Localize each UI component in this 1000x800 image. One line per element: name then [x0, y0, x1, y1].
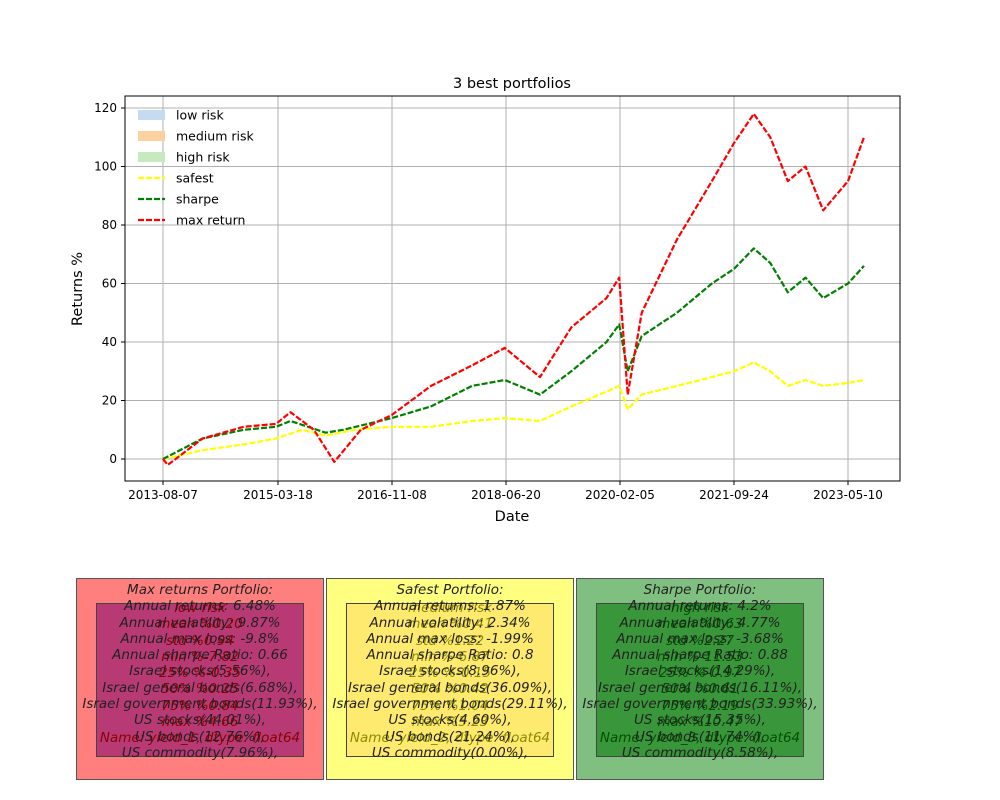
legend-label: max return [176, 213, 245, 228]
series-line-sharpe [162, 247, 865, 460]
legend-label: high risk [176, 150, 230, 165]
allocation-line: US bonds(21.24%), [384, 728, 516, 745]
risk-stat-line: min %-11.53 [656, 648, 744, 665]
panel-title: Safest Portfolio: [396, 582, 504, 598]
allocation-line: Israel government bonds(29.11%), [332, 696, 568, 713]
risk-stat-line: Name: yield_2, dtype: float64 [349, 730, 551, 747]
allocation-line: Israel general bonds(36.09%), [347, 679, 553, 696]
risk-stat-line: 25% %-0.35 [158, 665, 242, 682]
portfolio-stat: Annual max loss: -1.99% [366, 630, 534, 647]
risk-stat-line: min %-6.87 [411, 648, 489, 665]
allocation-line: Israel general bonds(16.11%), [597, 679, 803, 696]
x-tick-label: 2016-11-08 [357, 488, 427, 502]
allocation-line: US stocks(44.01%), [134, 712, 266, 729]
x-tick-label: 2020-02-05 [585, 488, 655, 502]
legend-swatch [138, 131, 165, 141]
legend-swatch [138, 152, 165, 162]
allocation-line: Israel stocks(5.56%), [129, 663, 271, 680]
risk-stat-line: 25% %-0.15 [408, 665, 492, 682]
portfolio-stat: Annual sharpe Ratio: 0.88 [612, 647, 788, 664]
y-tick-label: 0 [109, 452, 117, 466]
risk-stat-line: 50% %0.42 [411, 681, 489, 698]
risk-stat-line: Name: yield_3, dtype: float64 [599, 730, 801, 747]
allocation-line: Israel government bonds(11.93%), [82, 696, 318, 713]
risk-stat-line: 75% %1.04 [411, 697, 489, 714]
allocation-line: US stocks(4.60%), [388, 712, 512, 729]
risk-stat-line: 75% %2.19 [661, 697, 739, 714]
y-tick-label: 100 [94, 160, 117, 174]
risk-stat-line: mean %0.41 [407, 616, 493, 633]
risk-stat-line: std %2.27 [665, 632, 735, 649]
risk-stat-line: high risk [671, 600, 729, 616]
portfolio-panel: high risk mean %0.63 std %2.27 min %-11.53 2… [576, 578, 824, 780]
returns-chart: 3 best portfolios Date Returns % 2013-08… [70, 76, 901, 525]
legend-label: medium risk [176, 129, 254, 144]
chart-title: 3 best portfolios [453, 76, 571, 92]
risk-stat-line: low risk [174, 600, 226, 616]
risk-stat-line: 75% %0.84 [161, 697, 239, 714]
allocation-line: US commodity(0.00%), [371, 744, 529, 761]
allocation-line: Israel stocks(14.29%), [624, 663, 776, 680]
risk-stat-line: 50% %0.61 [661, 681, 739, 698]
allocation-line: Israel stocks(8.96%), [379, 663, 521, 680]
allocation-line: Israel general bonds(6.68%), [102, 679, 298, 696]
portfolio-stat: Annual returns: 1.87% [374, 598, 526, 615]
x-tick-label: 2018-06-20 [471, 488, 541, 502]
series-line-max-return [162, 112, 866, 466]
portfolio-stat: Annual volatility: 2.34% [369, 614, 531, 631]
series-line-safest [162, 361, 865, 461]
risk-stats-box [596, 603, 804, 757]
risk-stat-line: 25% %-0.97 [658, 665, 742, 682]
y-axis-label: Returns % [70, 252, 86, 326]
risk-stat-line: max %10.47 [657, 714, 743, 731]
y-tick-label: 20 [102, 394, 117, 408]
legend-label: safest [176, 171, 214, 186]
risk-stat-line: max %5.23 [411, 714, 489, 731]
portfolio-stat: Annual volatility: 9.87% [119, 614, 281, 631]
portfolio-stat: Annual sharpe Ratio: 0.8 [366, 647, 534, 664]
legend-label: sharpe [176, 192, 219, 207]
risk-stat-line: max %4.66 [161, 714, 239, 731]
plot-frame [124, 95, 901, 482]
allocation-line: Israel government bonds(33.93%), [582, 696, 818, 713]
panel-title: Max returns Portfolio: [127, 582, 273, 598]
portfolio-stat: Annual max loss: -9.8% [120, 630, 280, 647]
x-tick-label: 2023-05-10 [813, 488, 883, 502]
x-tick-label: 2013-08-07 [128, 488, 198, 502]
portfolio-stat: Annual volatility: 4.77% [619, 614, 781, 631]
risk-stat-line: min %-7.82 [161, 648, 239, 665]
y-tick-label: 40 [102, 335, 117, 349]
risk-stat-line: 50% %0.25 [161, 681, 239, 698]
legend-label: low risk [176, 108, 224, 123]
x-axis-label: Date [495, 509, 530, 525]
allocation-line: US commodity(7.96%), [121, 744, 279, 761]
portfolio-stat: Annual max loss: -3.68% [616, 630, 784, 647]
risk-stats-box [346, 603, 554, 757]
y-tick-label: 80 [102, 218, 117, 232]
panel-title: Sharpe Portfolio: [643, 582, 757, 598]
portfolio-stat: Annual returns: 4.2% [628, 598, 772, 615]
risk-stat-line: Name: yield_1, dtype: float64 [99, 730, 301, 747]
portfolio-panel: medium risk mean %0.41 std %1.22 min %-6.87… [326, 578, 574, 780]
risk-stat-line: std %1.22 [415, 632, 485, 649]
portfolio-panel: low risk mean %0.20 std %0.94 min %-7.82 25%… [76, 578, 324, 780]
allocation-line: US commodity(8.58%), [621, 744, 779, 761]
risk-stat-line: mean %0.20 [157, 616, 243, 633]
allocation-line: US bonds(11.74%), [634, 728, 766, 745]
allocation-line: US stocks(15.35%), [634, 712, 766, 729]
risk-stat-line: mean %0.63 [657, 616, 743, 633]
portfolio-stat: Annual returns: 6.48% [124, 598, 276, 615]
y-tick-label: 60 [102, 277, 117, 291]
y-tick-label: 120 [94, 101, 117, 115]
x-tick-label: 2021-09-24 [699, 488, 769, 502]
allocation-line: US bonds(12.76%), [134, 728, 266, 745]
risk-stat-line: std %0.94 [165, 632, 235, 649]
portfolio-stat: Annual sharpe Ratio: 0.66 [112, 647, 288, 664]
x-tick-label: 2015-03-18 [243, 488, 313, 502]
risk-stat-line: medium risk [408, 600, 492, 616]
legend-swatch [138, 110, 165, 120]
risk-stats-box [96, 603, 304, 757]
